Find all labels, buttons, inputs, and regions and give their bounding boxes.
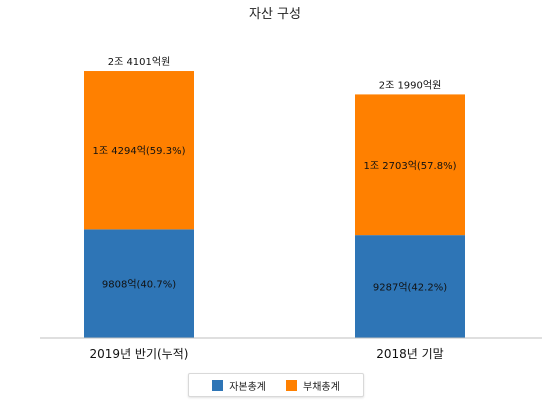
- x-tick-label-0: 2019년 반기(누적): [90, 347, 189, 361]
- bar-liabilities-1[interactable]: [355, 94, 465, 236]
- legend: 자본총계 부채총계: [188, 373, 364, 397]
- bars-layer: [84, 71, 465, 338]
- data-label-equity-1: 9287억(42.2%): [373, 282, 447, 294]
- labels-layer: 9808억(40.7%) 1조 4294억(59.3%) 2조 4101억원 2019…: [90, 56, 457, 361]
- bar-equity-0[interactable]: [84, 229, 194, 338]
- bar-equity-1[interactable]: [355, 235, 465, 338]
- legend-item-equity[interactable]: 자본총계: [212, 378, 266, 393]
- total-label-0: 2조 4101억원: [108, 56, 171, 68]
- data-label-liabilities-0: 1조 4294억(59.3%): [93, 145, 186, 157]
- bar-liabilities-0[interactable]: [84, 71, 194, 230]
- legend-label-equity: 자본총계: [229, 381, 266, 393]
- data-label-equity-0: 9808억(40.7%): [102, 279, 176, 291]
- total-label-1: 2조 1990억원: [379, 79, 442, 91]
- legend-swatch-liabilities: [286, 379, 297, 391]
- legend-item-liabilities[interactable]: 부채총계: [286, 378, 340, 393]
- chart-title: 자산 구성: [249, 7, 301, 22]
- data-label-liabilities-1: 1조 2703억(57.8%): [364, 160, 457, 172]
- legend-swatch-equity: [212, 379, 224, 391]
- x-tick-label-1: 2018년 기말: [376, 347, 443, 361]
- legend-label-liabilities: 부채총계: [303, 381, 340, 393]
